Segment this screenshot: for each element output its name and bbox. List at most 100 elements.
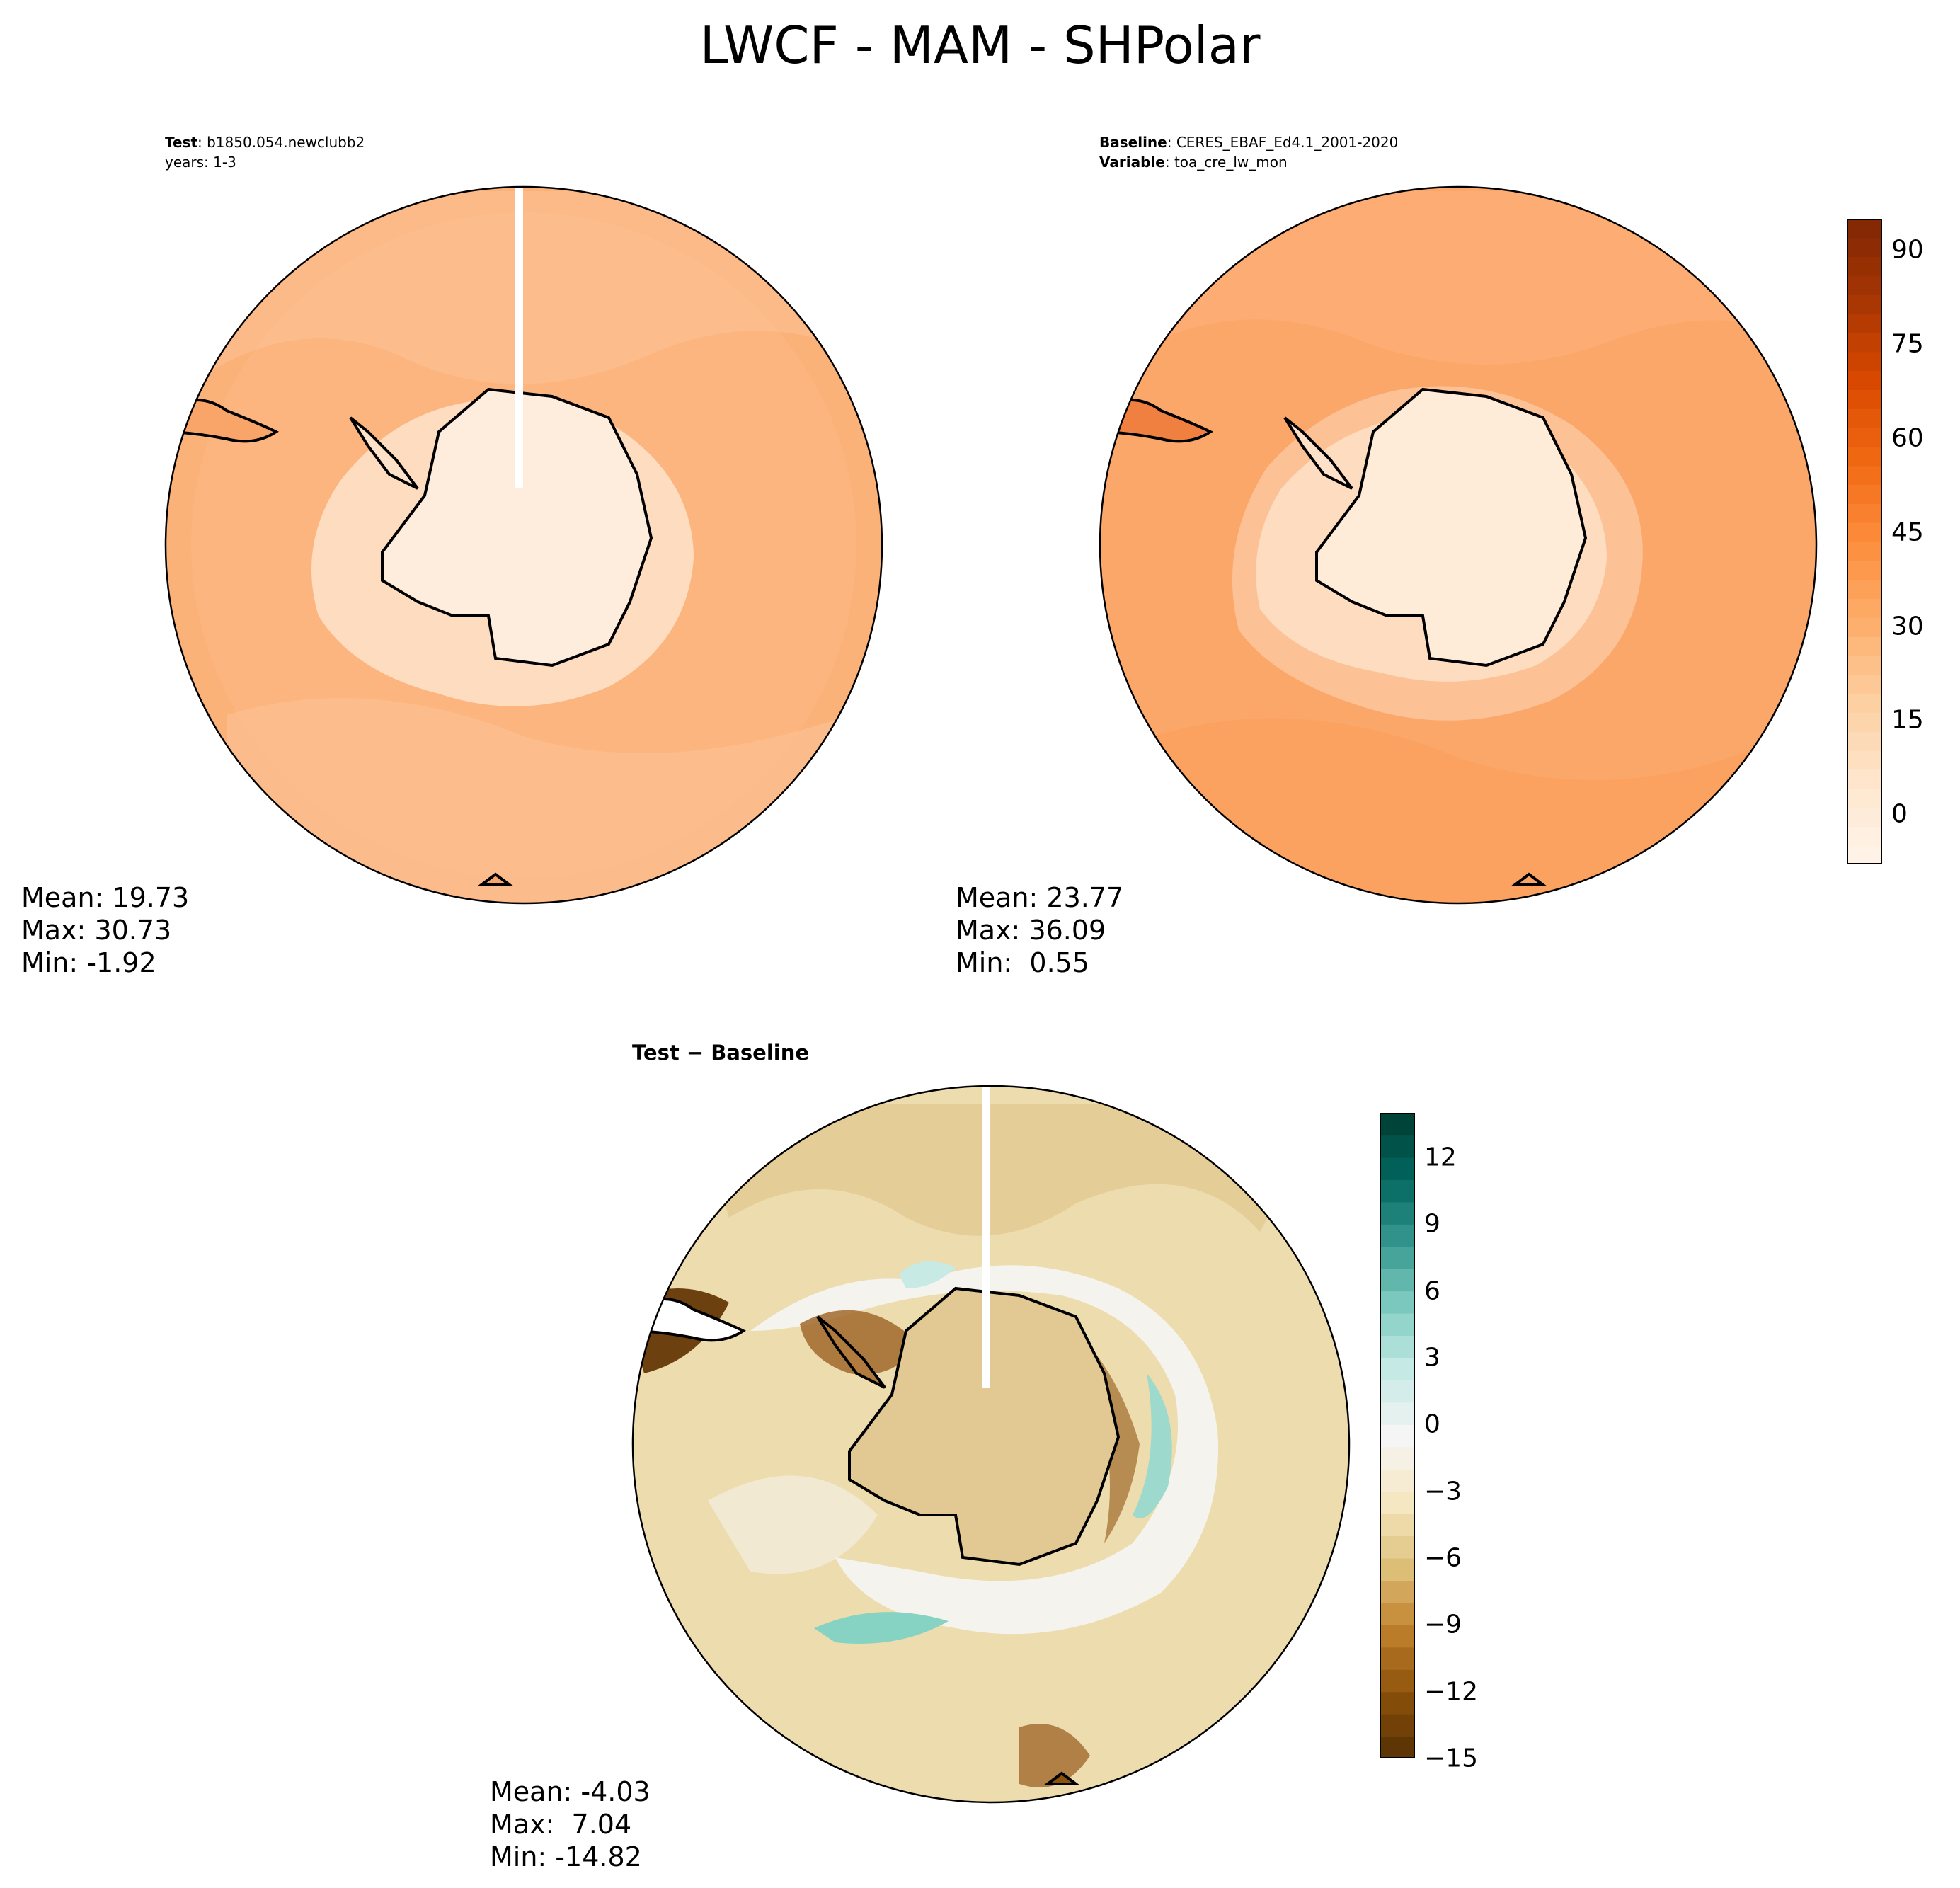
colorbar-tick-label: 9 [1424,1209,1440,1239]
test-antarctica-outline [381,387,653,668]
colorbar-band [1380,1201,1414,1225]
diff-max: Max: 7.04 [490,1809,632,1840]
diff-peninsula [816,1315,886,1389]
colorbar-band [1847,655,1881,675]
colorbar-band [1380,1469,1414,1492]
colorbar-band [1380,1335,1414,1358]
colorbar-band [1380,1535,1414,1559]
colorbar-band [1847,389,1881,409]
colorbar-band [1847,560,1881,580]
colorbar-band [1847,617,1881,637]
test-missing-data-strip [515,187,523,488]
colorbar-band [1847,237,1881,258]
colorbar-band [1380,1269,1414,1292]
colorbar-band [1847,408,1881,428]
colorbar-band [1380,1491,1414,1514]
test-map-boundary [164,185,883,905]
colorbar-band [1847,845,1881,864]
test-min: Min: -1.92 [21,947,156,978]
colorbar-tick-label: 90 [1891,235,1924,265]
colorbar-band [1847,503,1881,523]
colorbar-band [1847,579,1881,600]
colorbar-band [1847,598,1881,618]
test-stats: Mean: 19.73 Max: 30.73 Min: -1.92 [21,881,189,979]
colorbar-band [1380,1514,1414,1537]
colorbar-band [1847,275,1881,295]
test-peninsula [349,416,419,490]
colorbar-tick-label: 30 [1891,612,1924,641]
colorbar-tick-label: −3 [1424,1477,1462,1506]
colorbar-band [1380,1246,1414,1269]
colorbar-band [1847,428,1881,447]
colorbar-band [1847,332,1881,353]
colorbar-band [1847,788,1881,808]
baseline-label: Baseline [1099,134,1167,151]
colorbar-tick-label: −12 [1424,1677,1478,1707]
colorbar-band [1380,1669,1414,1693]
colorbar-band [1847,712,1881,732]
colorbar-band [1847,219,1881,239]
colorbar-band [1847,484,1881,504]
diff-antarctica-outline [848,1286,1121,1567]
baseline-min: Min: 0.55 [956,947,1089,978]
colorbar-frame [1847,219,1882,864]
colorbar-band [1380,1580,1414,1603]
baseline-map [1099,185,1818,905]
colorbar-band [1380,1357,1414,1380]
diff-teal-band-south [814,1612,949,1644]
colorbar-band [1380,1380,1414,1403]
colorbar-band [1380,1691,1414,1715]
test-header: Test: b1850.054.newclubb2 years: 1-3 [165,132,365,172]
colorbar-tick-label: 0 [1891,799,1908,829]
diff-mean: Mean: -4.03 [490,1776,651,1807]
baseline-antarctica-outline [1315,387,1588,668]
colorbar-band [1380,1625,1414,1648]
colorbar-band [1847,446,1881,467]
colorbar-band [1380,1424,1414,1448]
test-max: Max: 30.73 [21,915,172,946]
test-map [164,185,883,905]
colorbar-tick-label: 60 [1891,423,1924,453]
colorbar-band [1847,465,1881,486]
colorbar-band [1847,351,1881,372]
colorbar-band [1380,1602,1414,1625]
diff-teal-band-east [1133,1373,1172,1518]
colorbar-tick-label: 3 [1424,1343,1440,1373]
colorbar-tick-label: 12 [1424,1143,1457,1172]
colorbar-band [1847,807,1881,827]
colorbar-tick-label: −6 [1424,1543,1462,1573]
oranges-colorbar [1847,219,1882,864]
baseline-map-boundary [1099,185,1818,905]
variable-name: : toa_cre_lw_mon [1164,154,1288,171]
colorbar-band [1847,636,1881,656]
colorbar-band [1380,1291,1414,1314]
colorbar-band [1380,1313,1414,1337]
colorbar-band [1847,731,1881,751]
colorbar-band [1380,1714,1414,1737]
baseline-max: Max: 36.09 [956,915,1106,946]
colorbar-tick-label: 6 [1424,1276,1440,1306]
test-case-name: : b1850.054.newclubb2 [197,134,365,151]
colorbar-band [1847,522,1881,542]
diff-map-boundary [631,1085,1351,1804]
baseline-header: Baseline: CERES_EBAF_Ed4.1_2001-2020 Var… [1099,132,1398,172]
colorbar-frame [1380,1113,1415,1758]
colorbar-band [1380,1446,1414,1470]
colorbar-tick-label: −15 [1424,1744,1478,1773]
colorbar-tick-label: 75 [1891,329,1924,359]
diff-min: Min: -14.82 [490,1841,642,1872]
colorbar-band [1380,1647,1414,1670]
colorbar-band [1380,1179,1414,1203]
colorbar-band [1847,826,1881,846]
diff-white-ring [750,1265,1218,1635]
colorbar-band [1847,693,1881,714]
test-years: years: 1-3 [165,154,236,171]
figure-title: LWCF - MAM - SHPolar [699,16,1261,75]
diff-missing-data-strip [982,1086,990,1388]
colorbar-band [1380,1135,1414,1158]
colorbar-band [1847,370,1881,391]
diff-title: Test − Baseline [632,1041,810,1065]
diff-stats: Mean: -4.03 Max: 7.04 Min: -14.82 [490,1775,651,1873]
colorbar-band [1380,1224,1414,1247]
baseline-stats: Mean: 23.77 Max: 36.09 Min: 0.55 [956,881,1123,979]
